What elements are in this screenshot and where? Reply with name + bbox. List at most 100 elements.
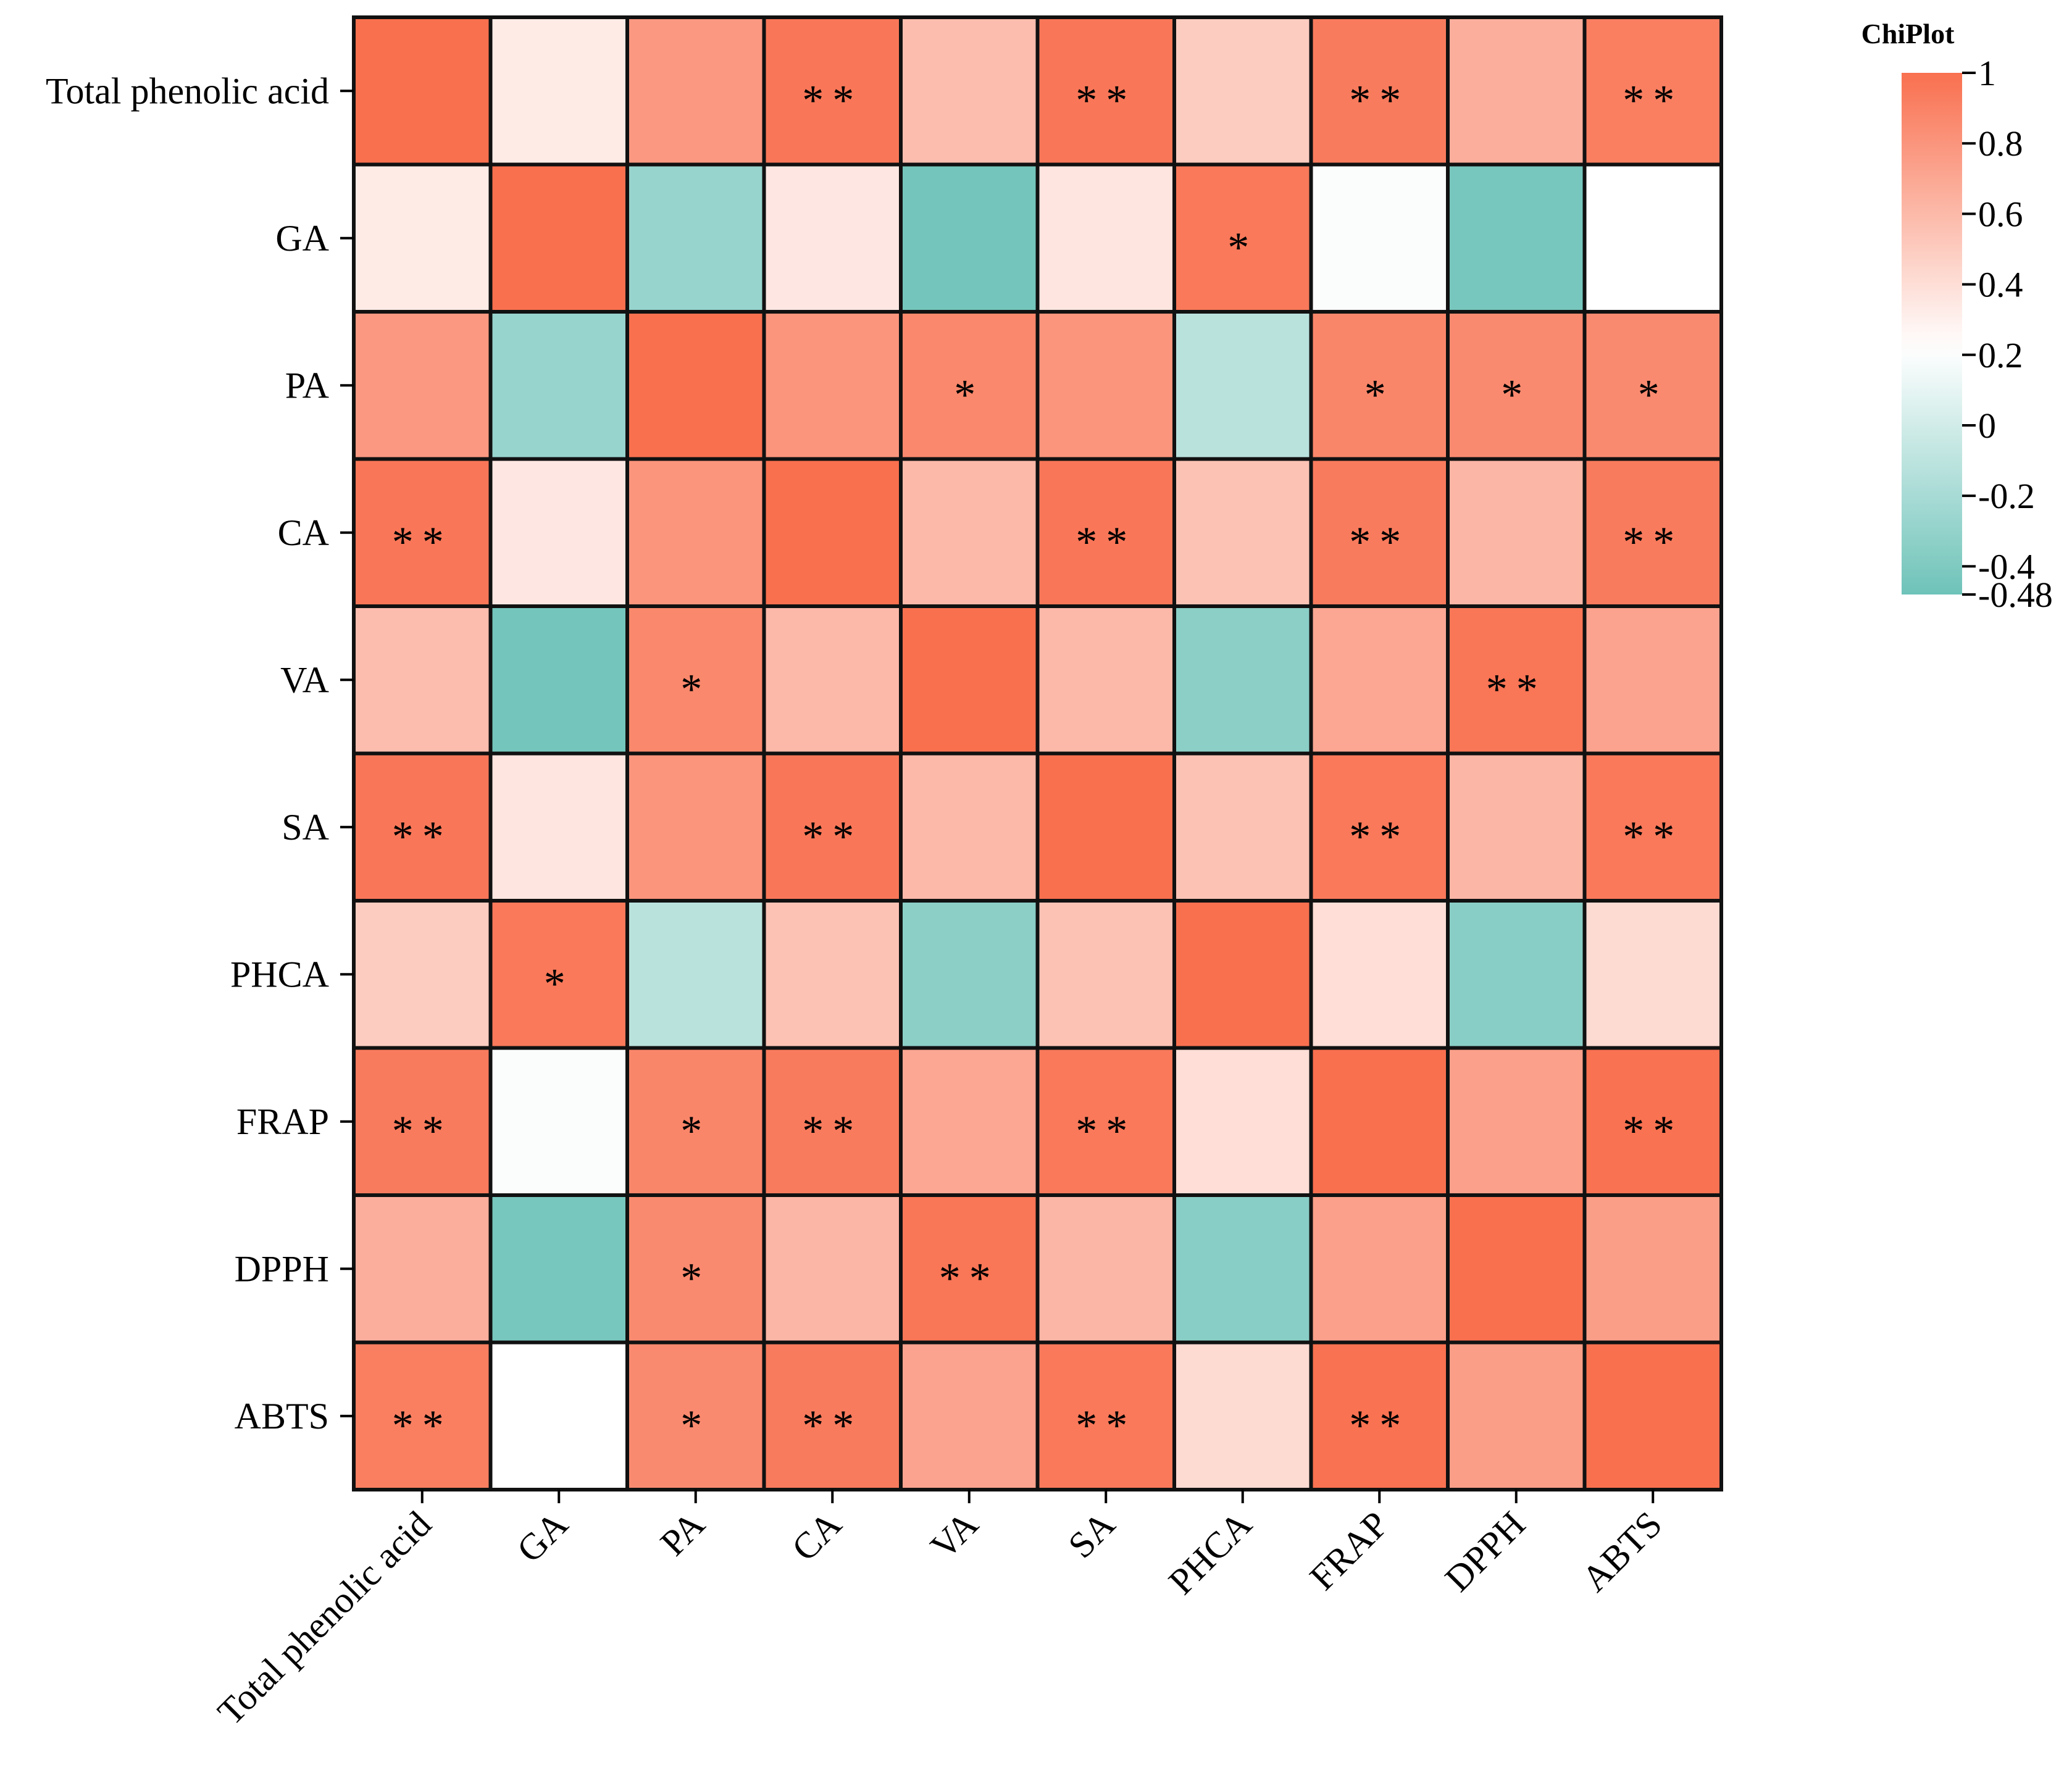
- heatmap-cell: [1446, 1193, 1587, 1345]
- heatmap-cell: [488, 457, 629, 608]
- heatmap-cell: [1309, 751, 1450, 903]
- heatmap-cell: [1172, 604, 1313, 756]
- heatmap-cell: [762, 604, 903, 756]
- heatmap-cell: [1309, 1046, 1450, 1197]
- heatmap-cell: [899, 162, 1040, 314]
- significance-mark: **: [392, 813, 453, 861]
- y-axis-label: PHCA: [230, 954, 329, 995]
- y-axis-label: DPPH: [235, 1248, 329, 1289]
- heatmap-cell: [1309, 1193, 1450, 1345]
- y-axis-labels: Total phenolic acid GA PA CA VA SA PHCA FRAP DPP…: [46, 70, 354, 1437]
- significance-mark: **: [802, 1108, 863, 1155]
- heatmap-cell: [1582, 1193, 1723, 1345]
- heatmap-cell: [488, 310, 629, 461]
- heatmap-cell: [899, 15, 1040, 167]
- heatmap-cell: [625, 162, 766, 314]
- significance-mark: **: [1076, 1402, 1136, 1450]
- heatmap-cell: [762, 457, 903, 608]
- heatmap-cell: [899, 1193, 1040, 1345]
- heatmap-cell: [1172, 310, 1313, 461]
- heatmap-cell: [1446, 1340, 1587, 1491]
- heatmap-cell: [625, 899, 766, 1050]
- significance-mark: *: [680, 665, 711, 713]
- heatmap-cell: [488, 1046, 629, 1197]
- x-axis-label: FRAP: [1302, 1504, 1397, 1598]
- heatmap-cell: [1035, 1340, 1176, 1491]
- heatmap-cell: [1172, 899, 1313, 1050]
- y-axis-label: ABTS: [235, 1396, 329, 1437]
- colorbar-tick-label: 0.4: [1978, 265, 2023, 305]
- heatmap-cell: [1172, 1340, 1313, 1491]
- x-axis-label: SA: [1061, 1504, 1123, 1566]
- heatmap-cell: [352, 15, 493, 167]
- heatmap-cell: [1035, 1193, 1176, 1345]
- x-axis-label: PA: [653, 1504, 712, 1564]
- heatmap-cell: [762, 751, 903, 903]
- heatmap-cell: [352, 899, 493, 1050]
- heatmap-cell: [625, 1046, 766, 1197]
- heatmap-cells: [352, 15, 1723, 1491]
- significance-mark: *: [1227, 224, 1258, 272]
- heatmap-cell: [488, 899, 629, 1050]
- colorbar-tick-label: -0.2: [1978, 476, 2035, 516]
- significance-mark: **: [802, 77, 863, 124]
- y-axis-label: SA: [282, 807, 329, 848]
- heatmap-cell: [1446, 15, 1587, 167]
- y-axis-label: FRAP: [236, 1101, 329, 1142]
- heatmap-cell: [625, 457, 766, 608]
- heatmap-cell: [762, 899, 903, 1050]
- colorbar-tick-label: -0.4: [1978, 546, 2035, 586]
- heatmap-cell: [1582, 15, 1723, 167]
- significance-mark: **: [1623, 77, 1683, 124]
- heatmap-cell: [1035, 15, 1176, 167]
- heatmap-cell: [488, 15, 629, 167]
- heatmap-cell: [488, 751, 629, 903]
- colorbar-tick-label: 0.2: [1978, 335, 2023, 375]
- heatmap-cell: [899, 899, 1040, 1050]
- significance-mark: **: [1623, 519, 1683, 566]
- heatmap-cell: [762, 310, 903, 461]
- heatmap-cell: [1446, 1046, 1587, 1197]
- heatmap-cell: [1035, 162, 1176, 314]
- significance-mark: **: [1623, 813, 1683, 861]
- heatmap-cell: [1035, 899, 1176, 1050]
- heatmap-cell: [488, 1193, 629, 1345]
- colorbar-ticks: 1 0.8 0.6 0.4 0.2 0 -0.2 -0.4-0.48: [1962, 53, 2053, 615]
- heatmap-cell: [625, 1340, 766, 1491]
- heatmap-cell: [762, 162, 903, 314]
- colorbar-gradient: [1902, 73, 1962, 594]
- heatmap-cell: [899, 310, 1040, 461]
- heatmap-cell: [762, 15, 903, 167]
- significance-mark: **: [1076, 77, 1136, 124]
- significance-mark: *: [1638, 371, 1668, 419]
- heatmap-cell: [625, 15, 766, 167]
- x-axis-label: CA: [784, 1504, 850, 1569]
- y-axis-label: Total phenolic acid: [46, 70, 329, 111]
- heatmap-cell: [1446, 899, 1587, 1050]
- x-axis-label: DPPH: [1437, 1504, 1533, 1600]
- significance-mark: **: [1486, 665, 1547, 713]
- heatmap-cell: [488, 1340, 629, 1491]
- heatmap-cell: [762, 1046, 903, 1197]
- heatmap-cell: [1172, 15, 1313, 167]
- heatmap-cell: [352, 162, 493, 314]
- significance-mark: **: [939, 1254, 1000, 1302]
- significance-mark: **: [392, 1108, 453, 1155]
- significance-mark: *: [680, 1108, 711, 1155]
- colorbar-legend: ChiPlot 1 0.8 0.6 0.4 0.2 0 -0.2 -0.4-0.48: [1861, 18, 2053, 615]
- heatmap-cell: [352, 1193, 493, 1345]
- heatmap-cell: [899, 1046, 1040, 1197]
- significance-mark: **: [1349, 519, 1410, 566]
- y-axis-label: PA: [285, 365, 329, 406]
- significance-mark: *: [954, 371, 984, 419]
- colorbar-tick-label: 0.6: [1978, 194, 2023, 234]
- x-axis-label: ABTS: [1574, 1504, 1669, 1600]
- x-axis-label: Total phenolic acid: [210, 1504, 439, 1733]
- significance-mark: **: [392, 1402, 453, 1450]
- x-axis-label: GA: [509, 1504, 575, 1571]
- heatmap-cell: [625, 751, 766, 903]
- heatmap-cell: [1035, 310, 1176, 461]
- y-axis-label: CA: [278, 512, 329, 553]
- significance-mark: **: [802, 813, 863, 861]
